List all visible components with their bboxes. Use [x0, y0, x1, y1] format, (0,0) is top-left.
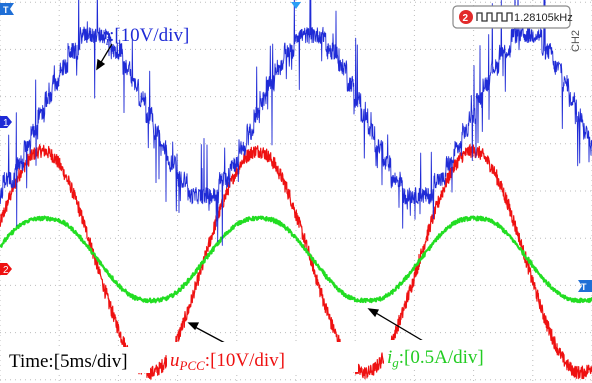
vi-trace	[0, 0, 592, 246]
vi-label-symbol: v	[97, 25, 106, 46]
ig-label-scale: :[0.5A/div]	[399, 347, 484, 368]
channel-2-marker-label: 2	[3, 265, 9, 276]
time-scale-label: Time:[5ms/div]	[9, 351, 128, 372]
trigger-marker-left-label: T	[3, 5, 9, 15]
ig-label: ig:[0.5A/div]	[387, 347, 484, 370]
trigger-marker-right-label: T	[581, 282, 587, 292]
frequency-value: 1.28105kHz	[514, 12, 573, 24]
ig-label-subscript: g	[392, 355, 399, 370]
ig-trace	[0, 215, 592, 304]
trigger-marker-right: T	[578, 280, 592, 292]
channel-2-marker: 2	[0, 263, 12, 276]
upcc-label-subscript: PCC	[179, 358, 206, 373]
upcc-label-symbol: u	[170, 350, 180, 371]
upcc-label-scale: :[10V/div]	[205, 350, 285, 371]
vi-label: vi:[10V/div]	[97, 25, 189, 48]
time-label-background	[6, 347, 150, 373]
ig-label-background	[384, 340, 512, 370]
upcc-label: uPCC:[10V/div]	[170, 350, 285, 373]
upcc-label-background	[167, 342, 358, 372]
trigger-marker-left: T	[0, 3, 14, 15]
pulse-train-icon	[476, 12, 513, 22]
trigger-position-marker	[291, 2, 301, 9]
frequency-channel-badge: 2	[463, 13, 469, 24]
upcc-trace	[0, 144, 592, 380]
frequency-readout: 2 1.28105kHz	[452, 5, 573, 29]
ig-label-symbol: i	[387, 347, 392, 368]
side-channel-label: CH2	[570, 30, 582, 52]
vi-label-scale: :[10V/div]	[109, 25, 189, 46]
channel-1-marker-label: 1	[3, 118, 9, 129]
vi-label-subscript: i	[105, 33, 109, 48]
channel-1-marker: 1	[0, 116, 12, 129]
